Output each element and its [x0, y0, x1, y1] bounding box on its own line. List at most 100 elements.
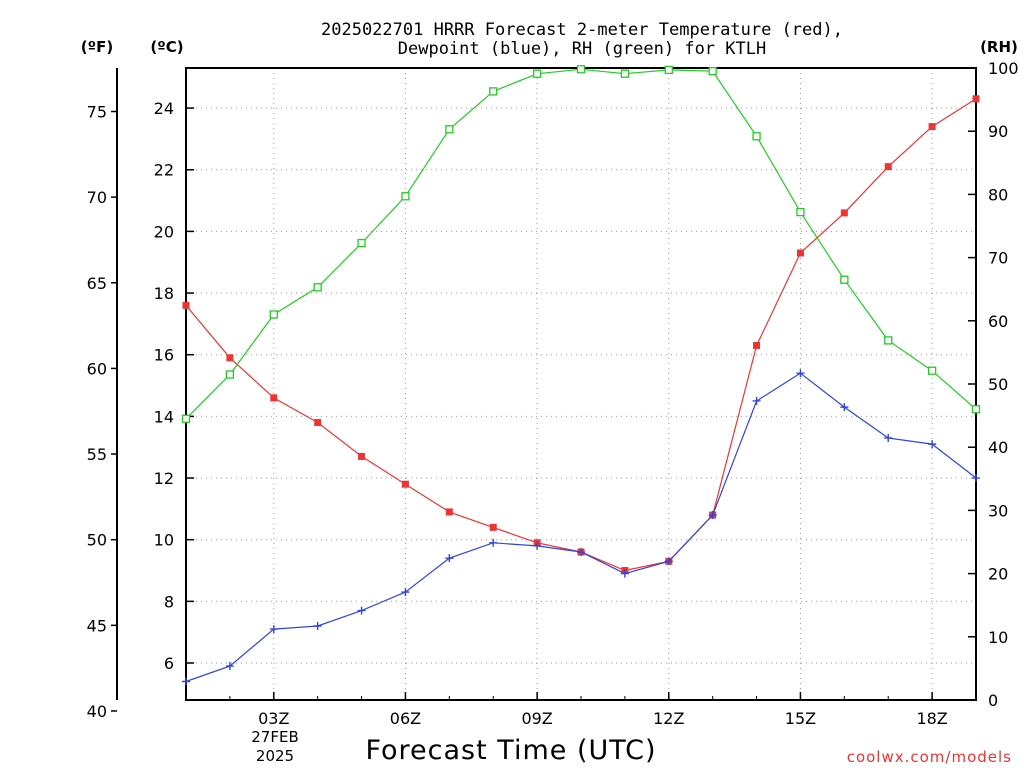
- celsius-tick-label: 6: [164, 654, 174, 673]
- temperature-point: [753, 341, 761, 349]
- fahrenheit-tick-label: 45: [87, 616, 107, 635]
- rh-point: [269, 310, 278, 319]
- rh-tick-label: 0: [988, 691, 998, 710]
- dewpoint-point: [225, 662, 234, 671]
- temperature-point: [796, 249, 804, 257]
- celsius-tick-label: 20: [154, 222, 174, 241]
- chart-title-line1: 2025022701 HRRR Forecast 2-meter Tempera…: [321, 20, 843, 40]
- rh-tick-label: 20: [988, 565, 1008, 584]
- dewpoint-point: [269, 625, 278, 634]
- celsius-tick-label: 22: [154, 161, 174, 180]
- rh-tick-label: 40: [988, 438, 1008, 457]
- fahrenheit-tick-label: 40: [87, 702, 107, 721]
- rh-point: [708, 67, 717, 76]
- rh-tick-label: 60: [988, 312, 1008, 331]
- dewpoint-point: [533, 541, 542, 550]
- rh-point: [225, 370, 235, 379]
- x-axis-title: Forecast Time (UTC): [365, 735, 656, 766]
- temperature-point: [314, 419, 322, 427]
- dewpoint-point: [357, 606, 366, 615]
- dewpoint-point: [182, 677, 190, 686]
- celsius-tick-label: 14: [154, 407, 174, 426]
- rh-point: [927, 366, 937, 375]
- rh-point: [796, 207, 805, 217]
- temperature-point: [884, 163, 892, 171]
- rh-tick-label: 30: [988, 501, 1008, 520]
- rh-point: [840, 275, 849, 284]
- x-tick-label: 03Z: [258, 709, 289, 728]
- fahrenheit-tick-label: 70: [87, 188, 107, 207]
- celsius-tick-label: 12: [154, 469, 174, 488]
- series-dewpoint: [182, 369, 980, 686]
- dewpoint-point: [620, 569, 629, 578]
- dewpoint-point: [796, 369, 805, 378]
- temperature-point: [489, 523, 497, 531]
- rh-point: [971, 405, 981, 414]
- rh-tick-label: 90: [988, 122, 1008, 141]
- date-label-year: 2025: [256, 747, 294, 765]
- temperature-point: [226, 354, 234, 362]
- rh-point: [620, 69, 630, 78]
- rh-tick-label: 100: [988, 59, 1019, 78]
- dewpoint-point: [840, 403, 849, 412]
- fahrenheit-tick-label: 65: [87, 274, 107, 293]
- dewpoint-point: [752, 396, 761, 405]
- rh-point: [357, 238, 366, 248]
- x-tick-label: 06Z: [390, 709, 421, 728]
- x-tick-label: 09Z: [521, 709, 552, 728]
- temperature-point: [445, 508, 453, 516]
- rh-point: [401, 192, 410, 201]
- grid-lines: [186, 68, 976, 700]
- rh-point: [664, 65, 673, 75]
- fahrenheit-tick-label: 60: [87, 359, 107, 378]
- celsius-tick-label: 18: [154, 284, 174, 303]
- dewpoint-point: [313, 622, 322, 631]
- celsius-tick-label: 24: [154, 99, 174, 118]
- dewpoint-point: [577, 548, 585, 557]
- x-tick-label: 12Z: [653, 709, 684, 728]
- dewpoint-point: [972, 474, 980, 483]
- x-tick-label: 15Z: [785, 709, 816, 728]
- dewpoint-point: [884, 433, 893, 442]
- dewpoint-point: [708, 511, 717, 520]
- dewpoint-point: [489, 538, 498, 547]
- fahrenheit-tick-label: 50: [87, 531, 107, 550]
- rh-point: [576, 65, 586, 74]
- rh-line: [185, 68, 977, 420]
- series-rh: [181, 65, 981, 423]
- temperature-point: [972, 95, 980, 103]
- date-label-day: 27FEB: [251, 728, 298, 746]
- temperature-point: [358, 452, 366, 460]
- chart-title-line2: Dewpoint (blue), RH (green) for KTLH: [398, 39, 766, 59]
- axes: 40 45 50 55 60 65 70 75 6 8 10 12 14 16 18 20 22 24 0 10 20 3…: [87, 59, 1019, 728]
- temperature-point: [928, 123, 936, 131]
- dewpoint-point: [401, 588, 410, 597]
- temperature-point: [840, 209, 848, 217]
- dewpoint-point: [445, 554, 454, 563]
- x-tick-label: 18Z: [916, 709, 947, 728]
- rh-point: [532, 69, 542, 78]
- rh-point: [181, 414, 191, 423]
- rh-point: [313, 283, 322, 292]
- rh-point: [884, 336, 893, 345]
- rh-unit-label: (RH): [980, 38, 1018, 56]
- series-layer: [181, 65, 981, 686]
- rh-point: [752, 132, 761, 141]
- series-temperature: [182, 95, 980, 575]
- temperature-point: [270, 394, 278, 402]
- dewpoint-point: [928, 440, 937, 449]
- rh-point: [445, 125, 454, 134]
- plot-frame: [185, 67, 977, 701]
- fahrenheit-tick-label: 75: [87, 103, 107, 122]
- dewpoint-line: [185, 372, 977, 683]
- fahrenheit-tick-label: 55: [87, 445, 107, 464]
- watermark: coolwx.com/models: [847, 748, 1012, 766]
- celsius-tick-label: 10: [154, 531, 174, 550]
- fahrenheit-unit-label: (ºF): [81, 38, 113, 56]
- rh-tick-label: 80: [988, 185, 1008, 204]
- celsius-tick-label: 8: [164, 592, 174, 611]
- rh-tick-label: 10: [988, 628, 1008, 647]
- rh-tick-label: 50: [988, 375, 1008, 394]
- celsius-tick-label: 16: [154, 346, 174, 365]
